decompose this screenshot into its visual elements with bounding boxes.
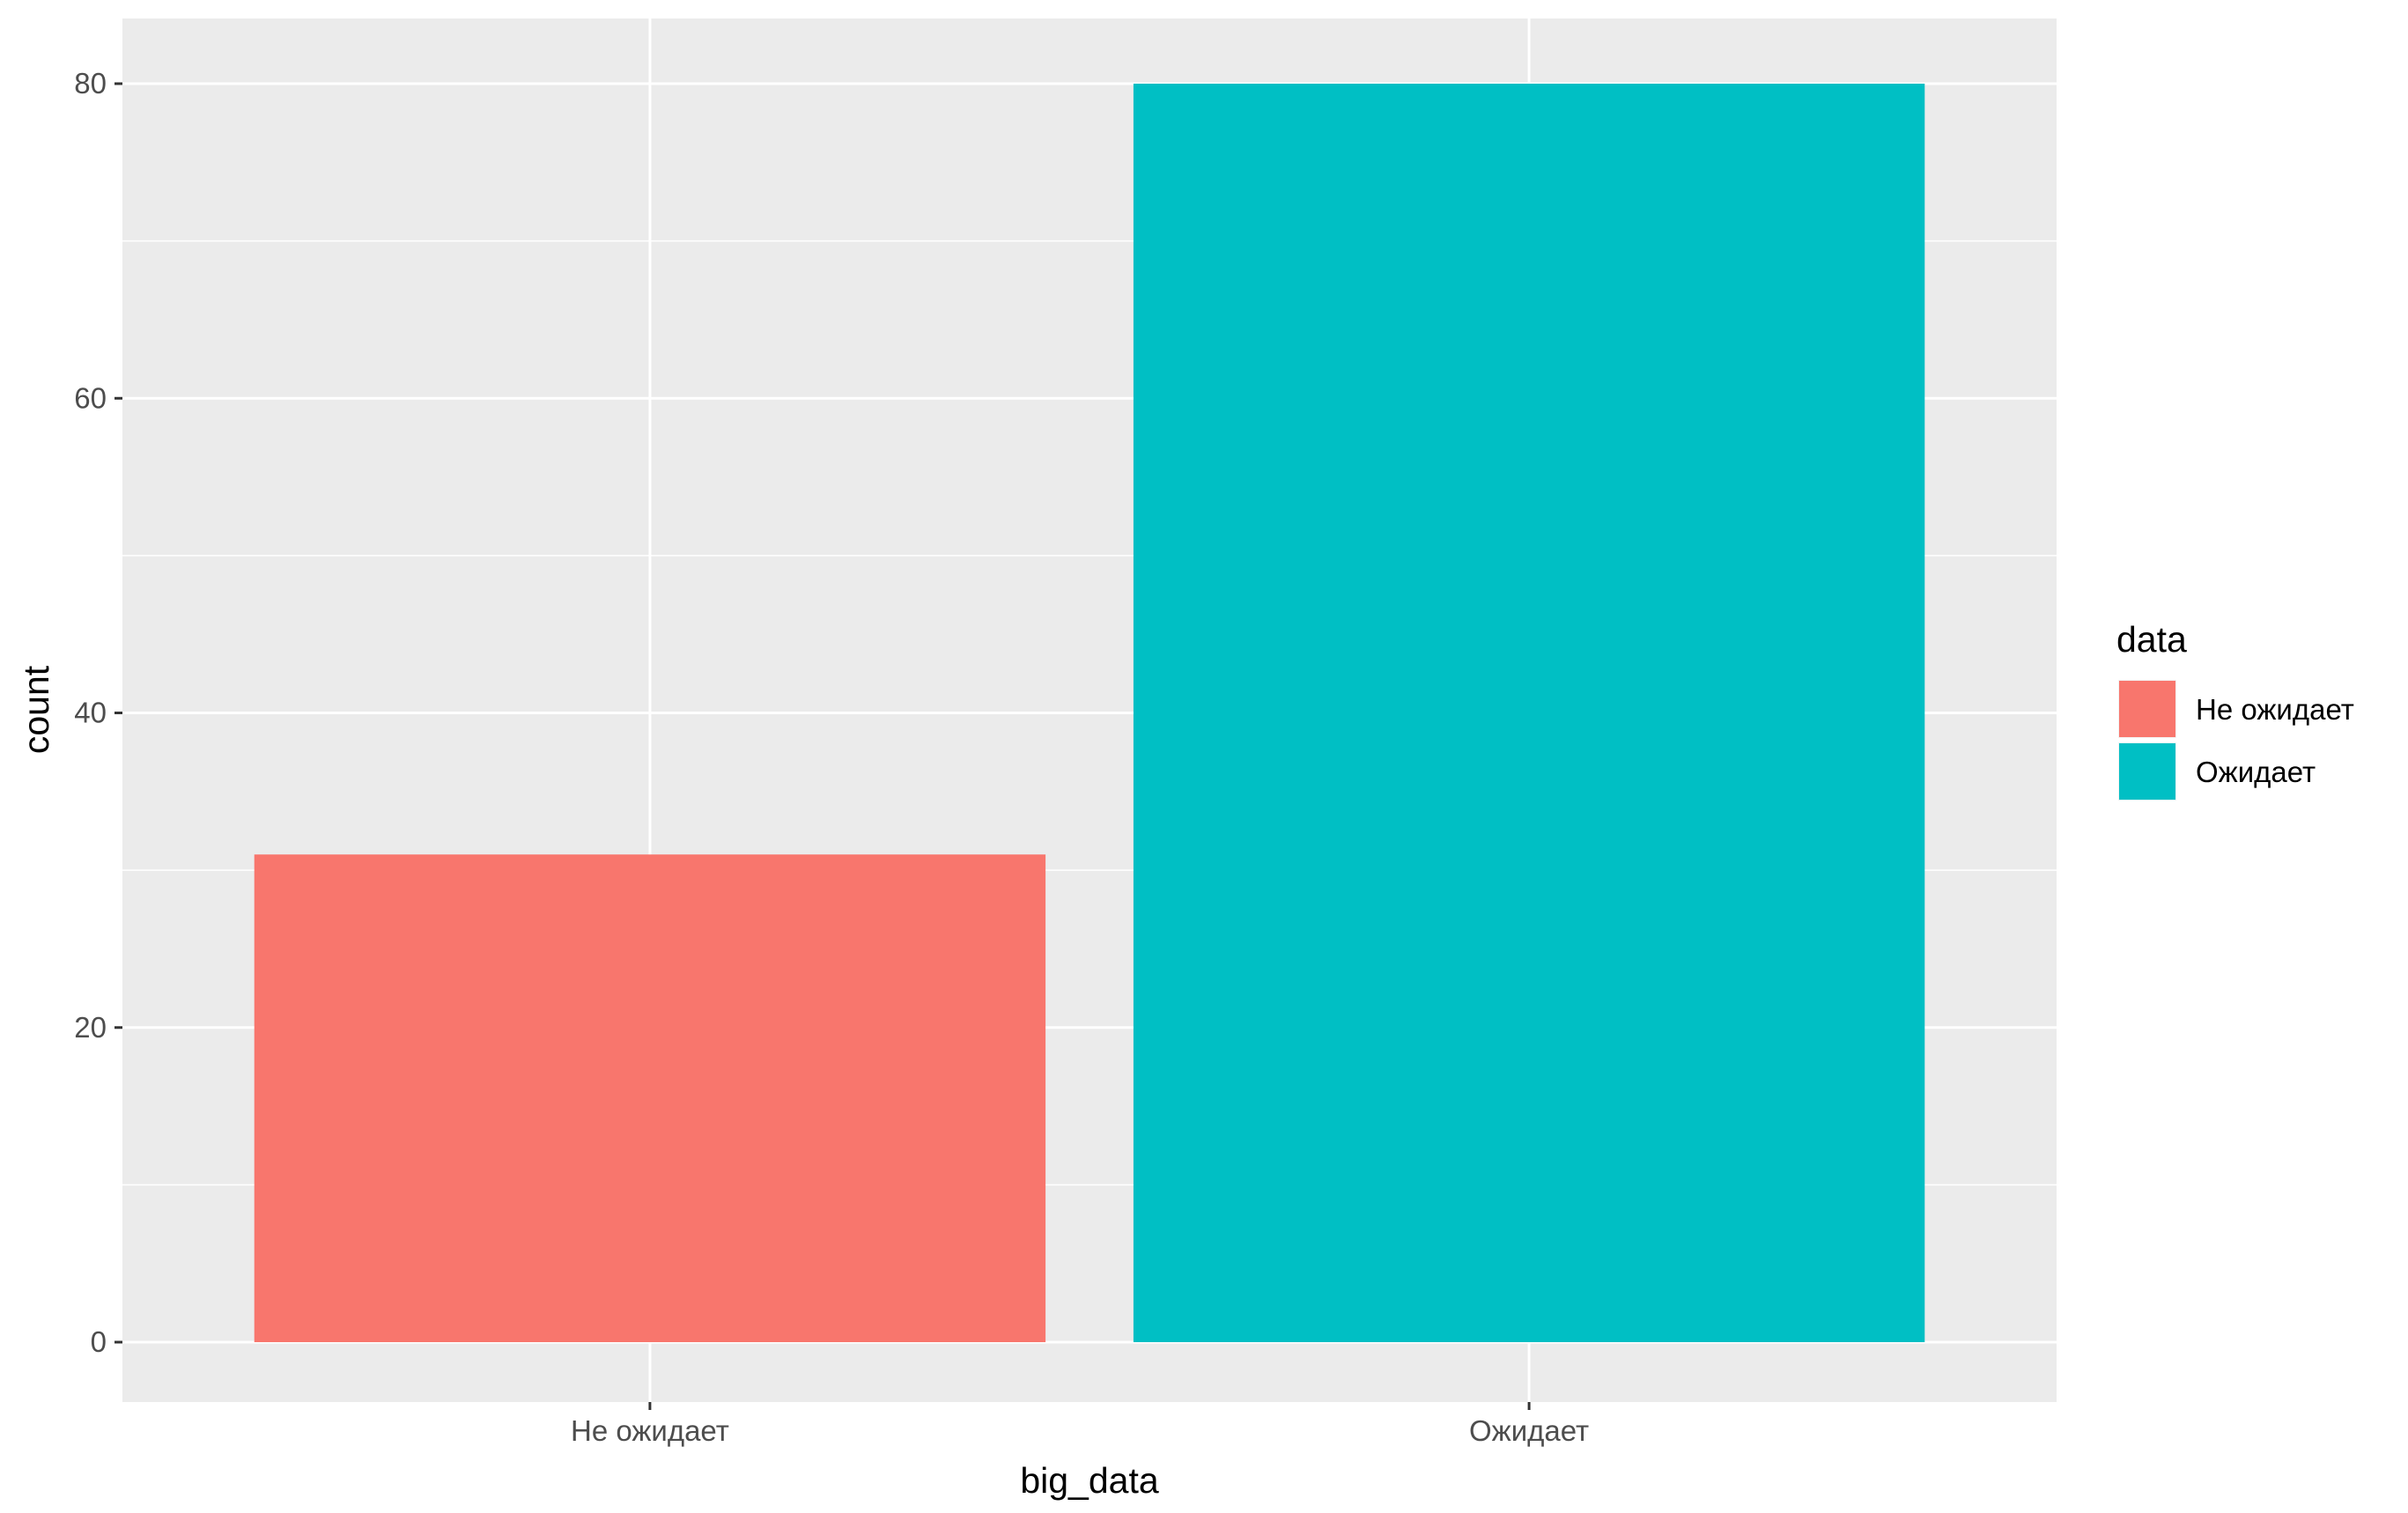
y-tick-label: 0 [91, 1325, 107, 1358]
y-axis: 0 20 40 60 80 [74, 67, 122, 1358]
y-tick-label: 80 [74, 67, 107, 100]
y-tick-label: 60 [74, 381, 107, 414]
x-tick-label: Не ожидает [571, 1414, 729, 1447]
bar [1133, 84, 1925, 1342]
y-axis-title: count [16, 665, 56, 754]
bars-group [254, 84, 1925, 1342]
bar [254, 854, 1046, 1342]
y-tick-label: 40 [74, 697, 107, 729]
x-axis: Не ожидает Ожидает [571, 1402, 1589, 1447]
x-tick-label: Ожидает [1469, 1414, 1589, 1447]
legend-label: Не ожидает [2196, 693, 2354, 726]
legend-swatch [2119, 681, 2175, 737]
y-tick-label: 20 [74, 1011, 107, 1044]
x-axis-title: big_data [1020, 1460, 1159, 1501]
legend-swatch [2119, 743, 2175, 800]
legend-title: data [2116, 619, 2187, 660]
legend: data Не ожидает Ожидает [2116, 619, 2354, 801]
legend-items: Не ожидает Ожидает [2118, 680, 2354, 801]
legend-label: Ожидает [2196, 756, 2316, 788]
